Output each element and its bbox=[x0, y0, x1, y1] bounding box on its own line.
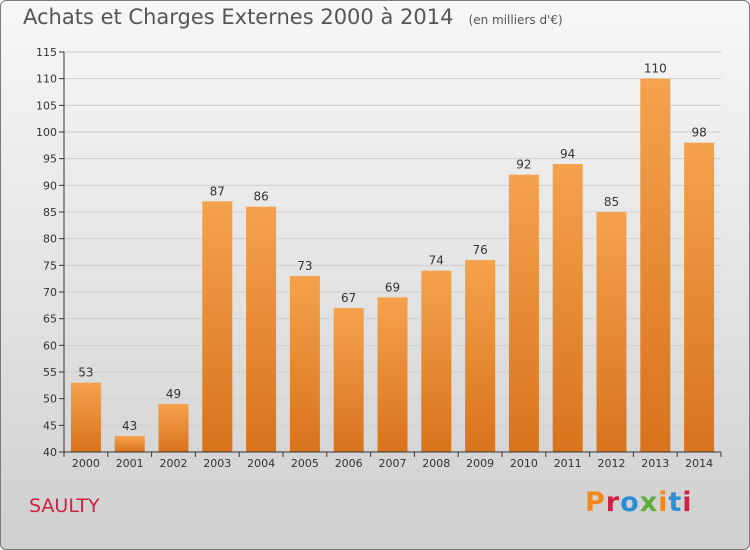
value-label: 86 bbox=[253, 190, 268, 204]
x-tick-label: 2007 bbox=[379, 457, 407, 470]
y-tick-label: 45 bbox=[43, 419, 57, 432]
y-tick-label: 80 bbox=[43, 233, 57, 246]
y-tick-label: 85 bbox=[43, 206, 57, 219]
x-tick-label: 2013 bbox=[641, 457, 669, 470]
bar bbox=[596, 212, 627, 452]
town-name: SAULTY bbox=[29, 495, 100, 517]
value-label: 98 bbox=[691, 126, 706, 140]
bar bbox=[421, 270, 452, 452]
value-label: 67 bbox=[341, 291, 356, 305]
logo-letter: o bbox=[620, 487, 640, 518]
x-tick-label: 2009 bbox=[466, 457, 494, 470]
y-tick-label: 60 bbox=[43, 339, 57, 352]
value-label: 85 bbox=[604, 195, 619, 209]
logo-letter: x bbox=[639, 487, 659, 518]
value-label: 76 bbox=[472, 243, 487, 257]
logo-letter: t bbox=[668, 487, 683, 518]
chart-title: Achats et Charges Externes 2000 à 2014 (… bbox=[23, 5, 563, 29]
x-tick-label: 2002 bbox=[160, 457, 188, 470]
bar bbox=[202, 201, 233, 452]
logo-letter: P bbox=[585, 487, 606, 518]
bar bbox=[552, 164, 583, 452]
y-tick-label: 100 bbox=[36, 126, 57, 139]
axis-layer: 40 45 50 55 60 65 70 75 80 85 90 95 100 105 110 115 2000… bbox=[36, 46, 722, 470]
x-tick-label: 2004 bbox=[247, 457, 275, 470]
bar bbox=[246, 206, 277, 452]
y-tick-label: 55 bbox=[43, 366, 57, 379]
bar bbox=[333, 308, 364, 452]
value-label: 94 bbox=[560, 147, 575, 161]
bar bbox=[465, 260, 496, 452]
bar bbox=[684, 142, 715, 452]
bar bbox=[114, 436, 145, 452]
x-tick-label: 2000 bbox=[72, 457, 100, 470]
bar bbox=[158, 404, 189, 452]
bar bbox=[70, 382, 101, 452]
x-tick-label: 2014 bbox=[685, 457, 713, 470]
value-label: 92 bbox=[516, 158, 531, 172]
x-tick-label: 2010 bbox=[510, 457, 538, 470]
value-label: 53 bbox=[78, 366, 93, 380]
x-tick-label: 2008 bbox=[422, 457, 450, 470]
bar-layer: 53 43 49 87 86 73 67 69 74 76 92 94 85 110 98 bbox=[70, 62, 715, 453]
y-tick-label: 40 bbox=[43, 446, 57, 459]
bar bbox=[377, 297, 408, 452]
x-tick-label: 2012 bbox=[598, 457, 626, 470]
value-label: 74 bbox=[429, 254, 444, 268]
proxiti-logo[interactable]: Proxiti bbox=[585, 487, 693, 518]
logo-letter: r bbox=[605, 487, 621, 518]
x-tick-label: 2005 bbox=[291, 457, 319, 470]
value-label: 43 bbox=[122, 419, 137, 433]
y-tick-label: 70 bbox=[43, 286, 57, 299]
value-label: 69 bbox=[385, 280, 400, 294]
x-tick-label: 2001 bbox=[116, 457, 144, 470]
y-tick-label: 50 bbox=[43, 393, 57, 406]
logo-letter: i bbox=[658, 487, 669, 518]
y-tick-label: 105 bbox=[36, 99, 57, 112]
chart-title-unit: (en milliers d'€) bbox=[468, 13, 563, 27]
y-tick-label: 110 bbox=[36, 73, 57, 86]
value-label: 87 bbox=[210, 184, 225, 198]
y-tick-label: 95 bbox=[43, 153, 57, 166]
bar bbox=[640, 78, 671, 453]
chart-title-main: Achats et Charges Externes 2000 à 2014 bbox=[23, 5, 454, 29]
bar bbox=[289, 276, 320, 452]
y-tick-label: 115 bbox=[36, 46, 57, 59]
value-label: 73 bbox=[297, 259, 312, 273]
y-tick-label: 90 bbox=[43, 179, 57, 192]
bar bbox=[508, 174, 539, 452]
value-label: 110 bbox=[644, 62, 667, 76]
x-tick-label: 2011 bbox=[554, 457, 582, 470]
logo-letter: i bbox=[682, 487, 693, 518]
x-tick-label: 2006 bbox=[335, 457, 363, 470]
y-tick-label: 75 bbox=[43, 259, 57, 272]
x-tick-label: 2003 bbox=[203, 457, 231, 470]
value-label: 49 bbox=[166, 387, 181, 401]
y-tick-label: 65 bbox=[43, 313, 57, 326]
